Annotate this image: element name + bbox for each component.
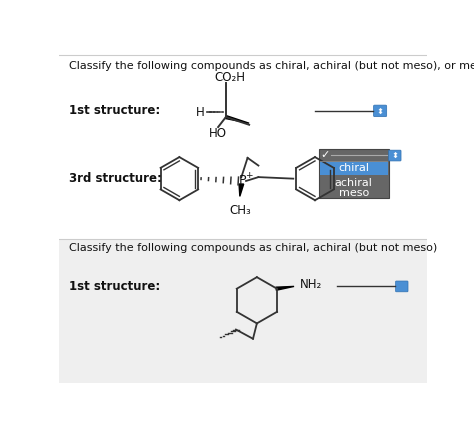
Text: 1st structure:: 1st structure:: [69, 104, 160, 117]
Text: Classify the following compounds as chiral, achiral (but not meso): Classify the following compounds as chir…: [69, 243, 437, 252]
Text: ⬍: ⬍: [392, 151, 398, 160]
Bar: [59, 239, 427, 383]
Text: Classify the following compounds as chiral, achiral (but not meso), or meso.: Classify the following compounds as chir…: [69, 61, 474, 71]
Polygon shape: [239, 184, 244, 197]
Text: chiral: chiral: [338, 163, 369, 173]
Text: meso: meso: [338, 187, 369, 197]
Bar: [319, 162, 388, 175]
FancyBboxPatch shape: [319, 149, 389, 198]
Text: +: +: [245, 171, 252, 180]
Bar: [59, 52, 427, 239]
Text: ⬍: ⬍: [377, 106, 383, 115]
Text: P: P: [239, 175, 246, 187]
FancyBboxPatch shape: [389, 150, 401, 161]
Polygon shape: [226, 116, 249, 123]
FancyBboxPatch shape: [396, 281, 408, 292]
Text: CH₃: CH₃: [229, 204, 251, 217]
Text: CO₂H: CO₂H: [214, 71, 245, 83]
Text: HO: HO: [209, 127, 227, 141]
Text: H: H: [195, 106, 204, 119]
Text: 1st structure:: 1st structure:: [69, 280, 160, 293]
Text: achiral: achiral: [335, 178, 373, 187]
Text: 3rd structure:: 3rd structure:: [69, 172, 162, 185]
Text: ✓: ✓: [320, 150, 330, 160]
Text: NH₂: NH₂: [300, 278, 322, 291]
Polygon shape: [276, 286, 294, 290]
FancyBboxPatch shape: [374, 105, 387, 117]
